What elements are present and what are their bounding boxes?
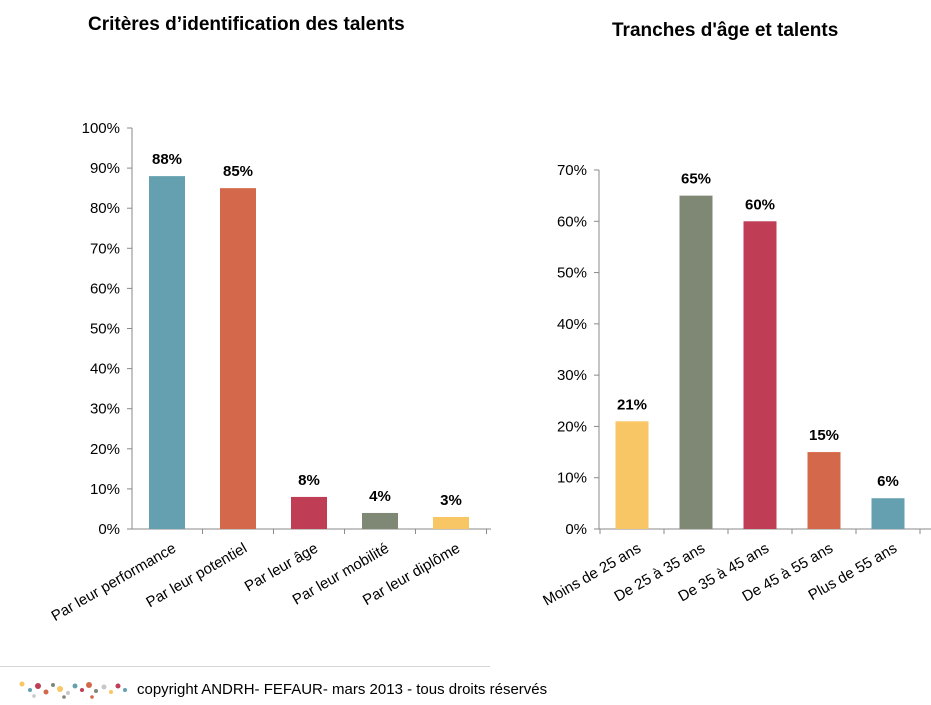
logo-dot bbox=[90, 695, 94, 699]
y-tick-label: 30% bbox=[90, 401, 120, 418]
data-label: 85% bbox=[223, 163, 253, 180]
logo-dot bbox=[43, 689, 49, 695]
logo-dot bbox=[35, 683, 41, 689]
y-tick-label: 50% bbox=[557, 265, 587, 282]
bar bbox=[679, 195, 713, 529]
y-tick-label: 60% bbox=[557, 213, 587, 230]
data-label: 65% bbox=[681, 171, 711, 188]
logo-dot bbox=[72, 683, 78, 689]
logo-dot bbox=[86, 682, 92, 688]
bar bbox=[220, 188, 256, 529]
y-tick-label: 70% bbox=[557, 162, 587, 179]
data-label: 8% bbox=[298, 472, 320, 489]
data-label: 6% bbox=[877, 473, 899, 490]
y-tick-label: 0% bbox=[565, 521, 587, 538]
y-tick-label: 30% bbox=[557, 367, 587, 384]
bar bbox=[291, 496, 327, 529]
logo-dot bbox=[57, 686, 63, 692]
y-tick-label: 90% bbox=[90, 160, 120, 177]
logo-dot bbox=[62, 695, 66, 699]
logo-dot bbox=[101, 684, 107, 690]
bar bbox=[149, 176, 185, 529]
y-tick-label: 10% bbox=[557, 470, 587, 487]
y-tick-label: 70% bbox=[90, 240, 120, 257]
y-tick-label: 80% bbox=[90, 200, 120, 217]
data-label: 60% bbox=[745, 196, 775, 213]
y-tick-label: 20% bbox=[557, 418, 587, 435]
footer-copyright: copyright ANDRH- FEFAUR- mars 2013 - tou… bbox=[137, 681, 548, 698]
logo-dot bbox=[66, 691, 70, 695]
y-tick-label: 40% bbox=[90, 361, 120, 378]
footer-divider bbox=[0, 666, 490, 667]
logo-dot bbox=[32, 694, 36, 698]
bar bbox=[615, 421, 649, 529]
data-label: 3% bbox=[440, 492, 462, 509]
bar bbox=[807, 452, 841, 529]
y-tick-label: 60% bbox=[90, 280, 120, 297]
logo-dot bbox=[19, 681, 25, 687]
data-label: 4% bbox=[369, 488, 391, 505]
data-label: 88% bbox=[152, 151, 182, 168]
chart-title-tranches: Tranches d'âge et talents bbox=[612, 20, 839, 41]
bar bbox=[362, 512, 398, 529]
data-label: 15% bbox=[809, 427, 839, 444]
bar bbox=[743, 221, 777, 530]
data-label: 21% bbox=[617, 396, 647, 413]
logo-dot bbox=[109, 690, 113, 694]
logo-dot bbox=[28, 688, 32, 692]
logo-dot bbox=[115, 683, 121, 689]
logo-dots-icon bbox=[19, 681, 127, 699]
x-tick-label: Par leur performance bbox=[48, 540, 179, 625]
chart-title-criteres: Critères d’identification des talents bbox=[88, 14, 405, 35]
y-tick-label: 20% bbox=[90, 441, 120, 458]
bar bbox=[871, 498, 905, 529]
logo-dot bbox=[51, 683, 55, 687]
y-tick-label: 10% bbox=[90, 481, 120, 498]
y-tick-label: 40% bbox=[557, 316, 587, 333]
logo-dot bbox=[94, 689, 98, 693]
y-tick-label: 100% bbox=[82, 120, 120, 137]
y-tick-label: 0% bbox=[98, 521, 120, 538]
logo-dot bbox=[123, 688, 127, 692]
y-tick-label: 50% bbox=[90, 321, 120, 338]
bar bbox=[433, 516, 469, 529]
logo-dot bbox=[80, 688, 84, 692]
